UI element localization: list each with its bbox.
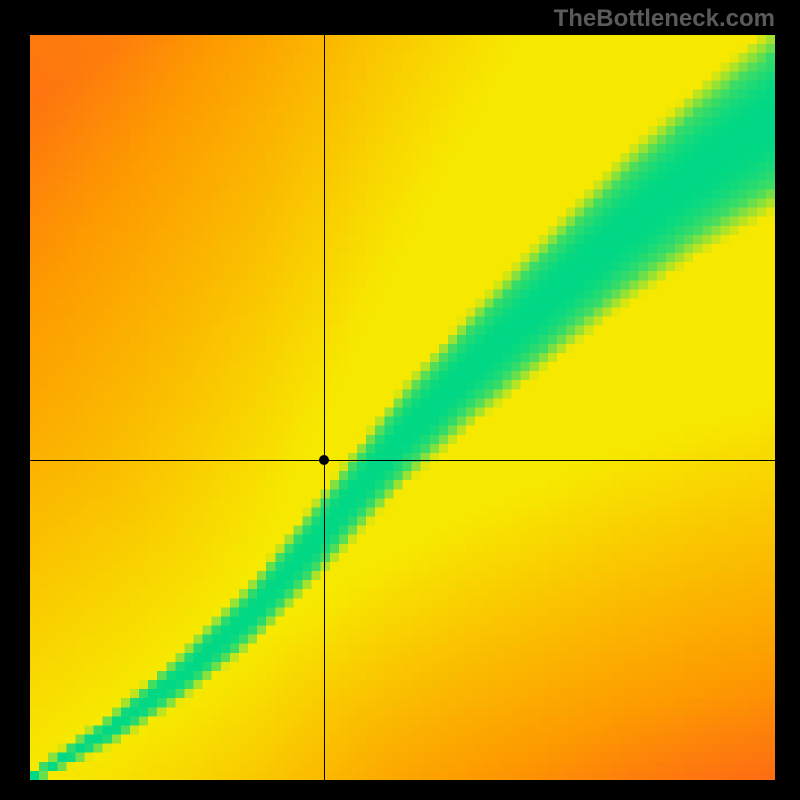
crosshair-marker-dot: [319, 455, 329, 465]
chart-container: TheBottleneck.com: [0, 0, 800, 800]
bottleneck-heatmap: [30, 35, 775, 780]
watermark-text: TheBottleneck.com: [554, 5, 775, 33]
crosshair-vertical-line: [324, 35, 325, 780]
crosshair-horizontal-line: [30, 460, 775, 461]
